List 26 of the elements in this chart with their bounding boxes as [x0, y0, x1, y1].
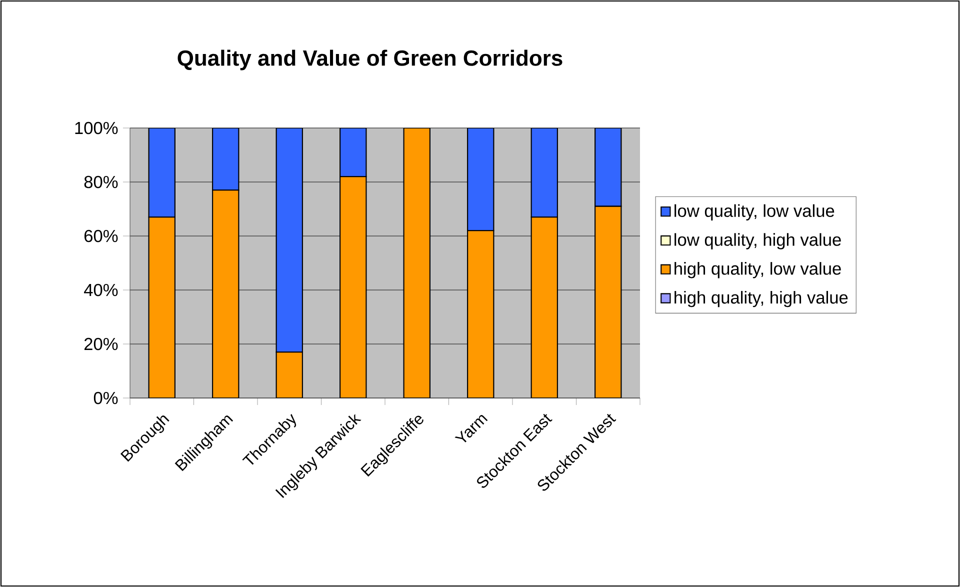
bar [276, 352, 303, 398]
bar [148, 128, 176, 218]
bar [403, 128, 430, 398]
y-tick-label: 80% [84, 176, 118, 188]
bar [467, 230, 494, 398]
legend-label: high quality, high value [674, 290, 848, 308]
y-tick-label: 0% [94, 392, 118, 404]
legend-label: low quality, low value [674, 204, 834, 220]
y-tick-label: 100% [75, 122, 118, 134]
y-tick-label: 20% [84, 338, 118, 350]
bar [212, 128, 240, 191]
legend-label: low quality, high value [674, 233, 841, 250]
bar [594, 206, 622, 398]
bar [212, 190, 240, 398]
y-tick-label: 60% [84, 230, 118, 242]
bar [340, 128, 367, 178]
legend-label: high quality, low value [674, 262, 841, 278]
bar [594, 128, 622, 207]
bar [530, 216, 558, 398]
y-tick-label: 40% [84, 284, 118, 296]
bar [148, 216, 176, 398]
bar [340, 176, 367, 398]
bar [276, 128, 303, 353]
bar [467, 128, 494, 232]
chart-title: Quality and Value of Green Corridors [178, 50, 562, 70]
bar [530, 128, 558, 218]
